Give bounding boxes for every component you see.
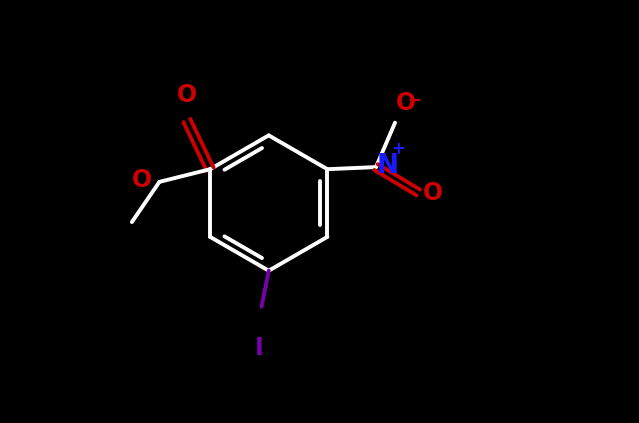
Text: −: − [408,90,422,108]
Text: I: I [255,336,264,360]
Text: N: N [377,153,399,179]
Text: +: + [391,140,405,158]
Text: O: O [424,181,443,205]
Text: O: O [132,168,151,192]
Text: O: O [396,91,417,115]
Text: O: O [177,83,197,107]
